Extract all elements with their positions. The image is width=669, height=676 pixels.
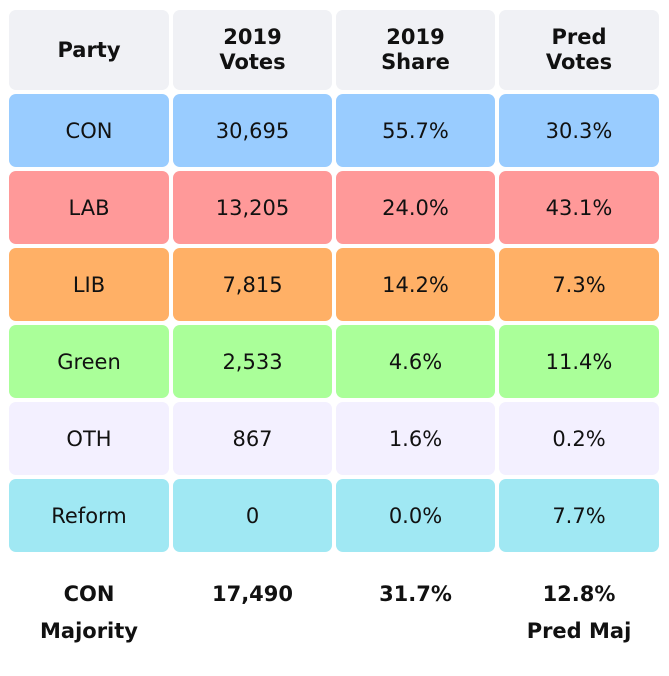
votes-2019-cell: 0 (173, 479, 332, 552)
header-pred-votes-label: Pred Votes (545, 25, 613, 74)
header-2019-share-label: 2019 Share (381, 25, 450, 74)
share-2019-cell: 1.6% (336, 402, 495, 475)
pred-votes-cell: 11.4% (499, 325, 659, 398)
share-2019-cell: 0.0% (336, 479, 495, 552)
majority-votes: 17,490 (211, 582, 294, 606)
header-2019-votes: 2019 Votes (173, 10, 332, 90)
majority-share: 31.7% (379, 582, 452, 606)
votes-2019-cell: 13,205 (173, 171, 332, 244)
header-pred-votes: Pred Votes (499, 10, 659, 90)
pred-votes-cell: 30.3% (499, 94, 659, 167)
party-cell: Green (9, 325, 169, 398)
party-cell: CON (9, 94, 169, 167)
majority-label: CON Majority (40, 582, 138, 643)
party-cell: LIB (9, 248, 169, 321)
header-2019-votes-label: 2019 Votes (219, 25, 286, 74)
results-table: Party 2019 Votes 2019 Share Pred Votes CON 3… (9, 10, 659, 552)
party-cell: Reform (9, 479, 169, 552)
predicted-majority: 12.8% Pred Maj (526, 582, 632, 643)
header-party: Party (9, 10, 169, 90)
party-cell: LAB (9, 171, 169, 244)
pred-votes-cell: 0.2% (499, 402, 659, 475)
share-2019-cell: 14.2% (336, 248, 495, 321)
party-cell: OTH (9, 402, 169, 475)
votes-2019-cell: 7,815 (173, 248, 332, 321)
votes-2019-cell: 2,533 (173, 325, 332, 398)
share-2019-cell: 55.7% (336, 94, 495, 167)
majority-footer: CON Majority 17,490 31.7% 12.8% Pred Maj (9, 576, 659, 650)
share-2019-cell: 4.6% (336, 325, 495, 398)
pred-votes-cell: 7.3% (499, 248, 659, 321)
votes-2019-cell: 867 (173, 402, 332, 475)
pred-votes-cell: 43.1% (499, 171, 659, 244)
header-2019-share: 2019 Share (336, 10, 495, 90)
votes-2019-cell: 30,695 (173, 94, 332, 167)
pred-votes-cell: 7.7% (499, 479, 659, 552)
share-2019-cell: 24.0% (336, 171, 495, 244)
header-party-label: Party (57, 37, 121, 62)
